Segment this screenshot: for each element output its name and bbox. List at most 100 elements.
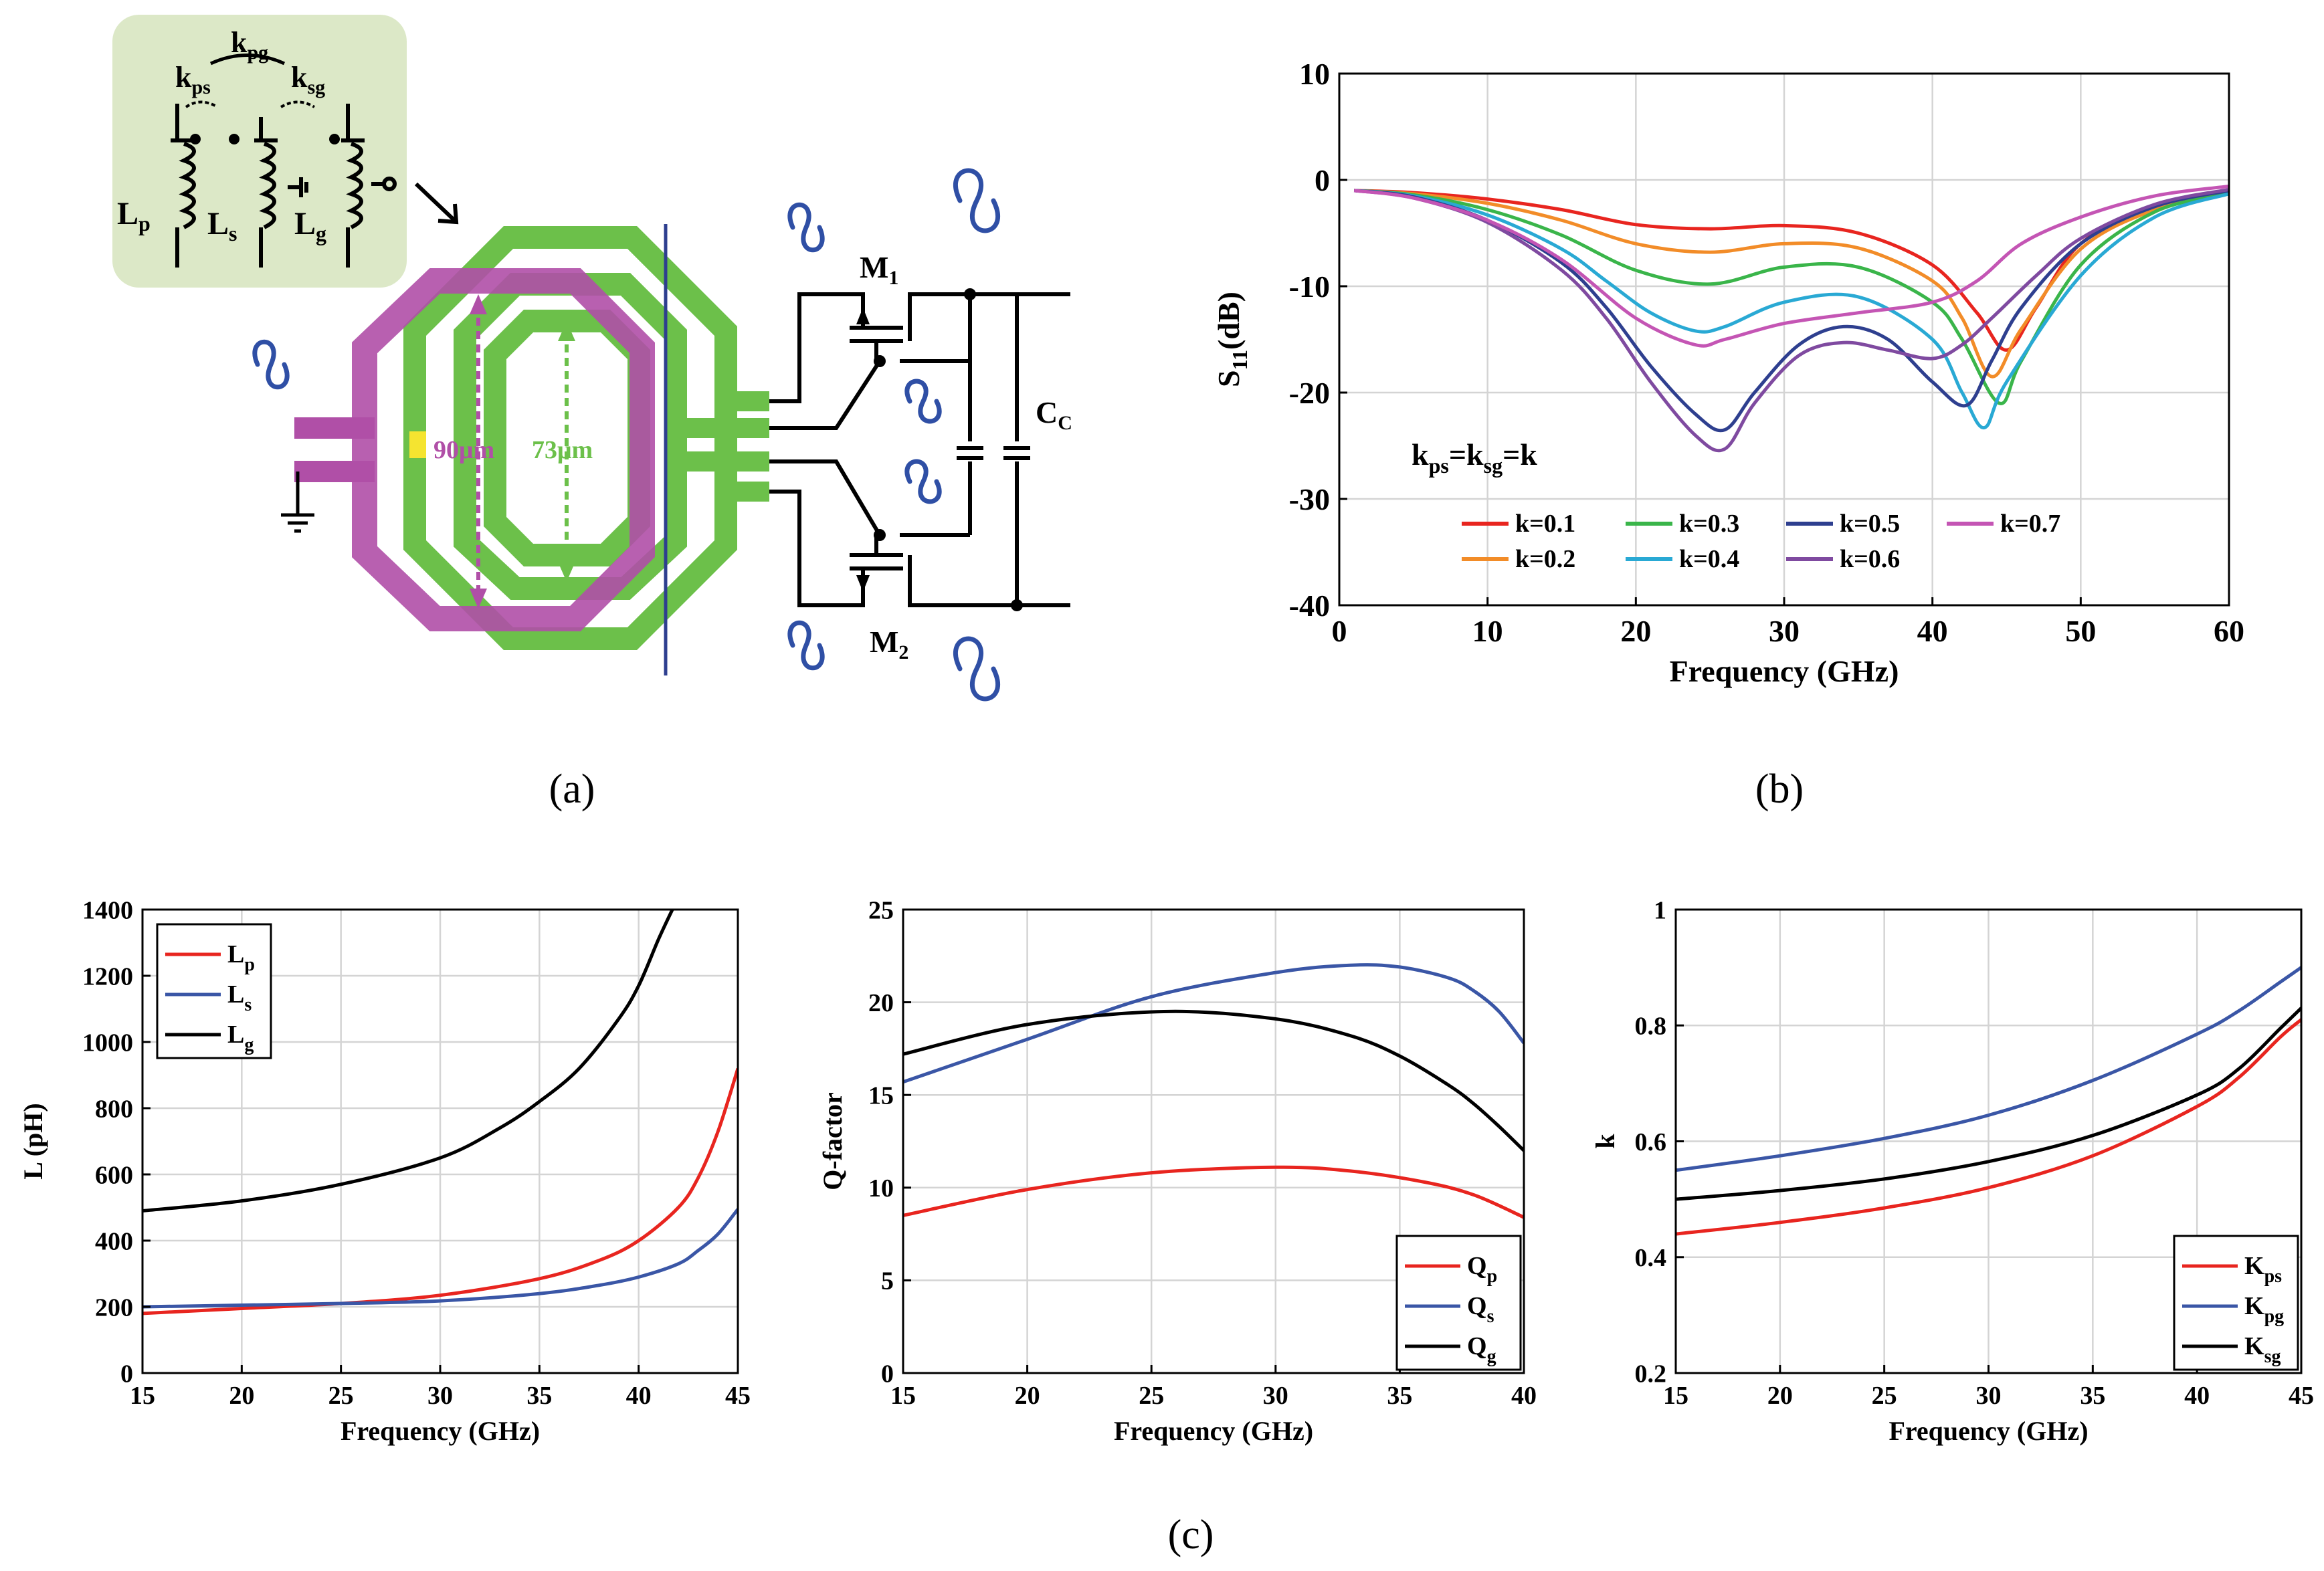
- magenta-leads: [294, 417, 375, 482]
- y-tick-label: 0.2: [1635, 1360, 1667, 1388]
- legend-label-sub: s: [1487, 1306, 1494, 1327]
- chart-b: 0 10 20 30 40 50 60 10 0 -10 -20 -30 -40 Frequency (G…: [1212, 57, 2244, 688]
- annotation-part: ps: [1429, 453, 1449, 478]
- y-tick-label: -10: [1289, 270, 1330, 304]
- green-leads: [676, 391, 769, 502]
- y-tick-label: 0: [881, 1360, 894, 1388]
- x-tick-label: 20: [1767, 1382, 1793, 1410]
- dot-lg: [329, 134, 340, 144]
- legend-label-sub: s: [244, 994, 252, 1015]
- legend-label-3: k=0.4: [1679, 545, 1739, 573]
- legend-label-0: Qp: [1467, 1252, 1497, 1287]
- legend-box: [1395, 1235, 1522, 1371]
- x-tick-label: 25: [328, 1382, 354, 1410]
- y-axis-label-rest: (dB): [1212, 292, 1246, 350]
- legend-label-2: Qg: [1467, 1332, 1496, 1367]
- series-line-2: [1676, 1007, 2301, 1201]
- coupling-ps-label: kps: [175, 61, 211, 98]
- y-tick-label: 20: [868, 989, 894, 1017]
- chart-c3: 15 20 25 30 35 40 45 0.2 0.4 0.6 0.8 1 Frequency (GH…: [1590, 896, 2314, 1446]
- y-tick-label: 0.8: [1635, 1013, 1667, 1041]
- chart-c1: 15 20 25 30 35 40 45 0 200 400 600 800 1000 1200 1400 F…: [18, 896, 751, 1446]
- legend-label-1: Qs: [1467, 1292, 1494, 1327]
- m2-arrow-icon: [856, 575, 870, 592]
- x-tick-label: 15: [130, 1382, 155, 1410]
- panel-label-b: (b): [1755, 766, 1804, 812]
- series-line-0: [1676, 1018, 2301, 1236]
- y-tick-label: -30: [1289, 482, 1330, 516]
- x-tick-label: 35: [2080, 1382, 2105, 1410]
- node-dot-4: [874, 529, 886, 541]
- y-tick-label: 800: [95, 1095, 133, 1123]
- x-axis-label: Frequency (GHz): [341, 1416, 540, 1446]
- x-tick-label: 35: [1387, 1382, 1412, 1410]
- annotation-k: kps=ksg=k: [1412, 437, 1537, 478]
- dim-outer-arrow-bottom: [470, 589, 487, 609]
- ground-icon: [281, 472, 314, 533]
- x-tick-label: 40: [626, 1382, 652, 1410]
- coupling-arrow-ps: [185, 100, 219, 108]
- legend-label-sub: p: [1487, 1266, 1498, 1287]
- y-tick-label: 0.4: [1635, 1244, 1667, 1272]
- x-tick-label: 45: [725, 1382, 751, 1410]
- chart-b-body: 0 10 20 30 40 50 60 10 0 -10 -20 -30 -40 Frequency (G…: [1212, 57, 2244, 688]
- legend-label-main: L: [227, 940, 244, 968]
- dot-lp: [190, 134, 201, 144]
- y-tick-label: -20: [1289, 376, 1330, 410]
- x-tick-label: 25: [1872, 1382, 1897, 1410]
- y-tick-label: 0: [1315, 163, 1330, 197]
- y-tick-label: 15: [868, 1082, 894, 1110]
- y-tick-label: 0: [120, 1360, 133, 1388]
- x-tick-label: 25: [1139, 1382, 1164, 1410]
- annotation-part: =k: [1449, 437, 1484, 472]
- legend-label-0: Lp: [227, 940, 255, 975]
- x-tick-label: 50: [2065, 614, 2096, 648]
- y-axis-label: Q-factor: [817, 1092, 848, 1190]
- annotation-part: =k: [1503, 437, 1537, 472]
- inset-arrow: [414, 182, 459, 225]
- legend-label-sub: g: [1487, 1346, 1496, 1367]
- series-line-5: [1353, 187, 2229, 453]
- x-axis-label: Frequency (GHz): [1114, 1416, 1313, 1446]
- legend-label-sub: pg: [2264, 1306, 2285, 1327]
- axes-frame: [902, 908, 1525, 1374]
- x-tick-label: 20: [1015, 1382, 1040, 1410]
- chart-c2: 15 20 25 30 35 40 0 5 10 15 20 25 Frequency (GHz) Q-f…: [817, 896, 1537, 1446]
- label-m2: M2: [870, 625, 908, 663]
- series-line-3: [1353, 189, 2229, 429]
- dim-inner-label: 73μm: [532, 436, 593, 464]
- panel-label-c: (c): [1168, 1512, 1214, 1558]
- annotation-part: sg: [1484, 453, 1503, 478]
- legend-label-1: Kpg: [2244, 1292, 2284, 1327]
- y-axis-label: L (pH): [18, 1103, 48, 1179]
- y-axis-label-main: S: [1212, 370, 1246, 387]
- x-tick-label: 10: [1472, 614, 1503, 648]
- coupling-sg-label: ksg: [291, 61, 325, 98]
- y-tick-label: 600: [95, 1161, 133, 1189]
- series-line-2: [1354, 189, 2229, 405]
- label-m1: M1: [860, 250, 898, 289]
- magenta-winding: [352, 268, 655, 631]
- node-dot-1: [964, 288, 976, 300]
- legend-label-4: k=0.5: [1840, 510, 1900, 538]
- legend-label-sub: p: [244, 954, 255, 975]
- y-tick-label: 10: [1299, 57, 1330, 91]
- x-tick-label: 40: [1917, 614, 1948, 648]
- x-tick-label: 30: [1769, 614, 1800, 648]
- chart-c1-body: 15 20 25 30 35 40 45 0 200 400 600 800 1000 1200 1400 F…: [18, 896, 751, 1446]
- series-line-2: [142, 910, 674, 1213]
- legend-label-main: K: [2244, 1332, 2264, 1360]
- x-axis-label: Frequency (GHz): [1889, 1416, 2088, 1446]
- dim-inner-arrow-top: [558, 321, 575, 341]
- legend-label-main: K: [2244, 1292, 2264, 1320]
- legend-label-sub: g: [244, 1035, 254, 1055]
- series-line-1: [903, 963, 1524, 1084]
- legend-label-main: K: [2244, 1252, 2264, 1280]
- x-tick-label: 20: [229, 1382, 254, 1410]
- label-ls: Ls: [207, 206, 237, 245]
- y-tick-label: 25: [868, 896, 894, 924]
- x-tick-label: 30: [427, 1382, 453, 1410]
- series-line-2: [903, 1009, 1524, 1152]
